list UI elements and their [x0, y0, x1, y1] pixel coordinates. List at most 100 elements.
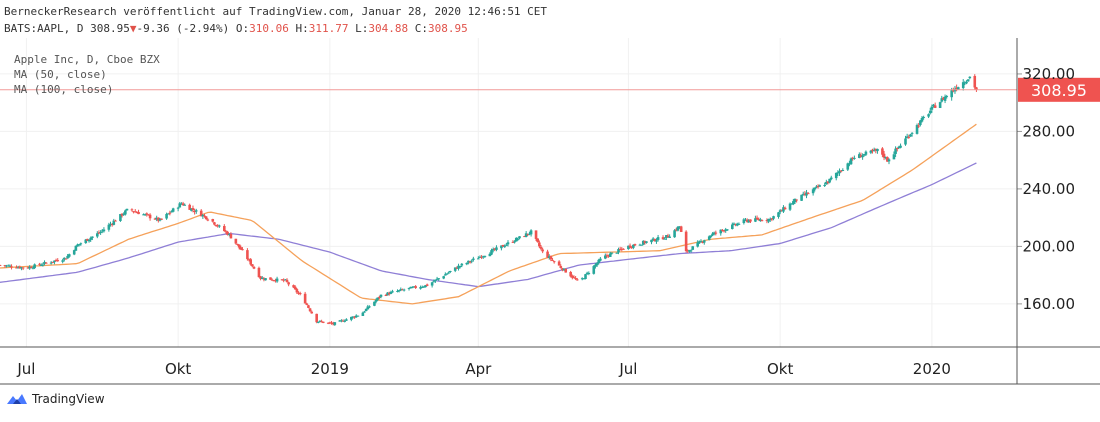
high-value: 311.77: [308, 22, 349, 35]
candlestick-series: [0, 74, 978, 326]
candle-body: [351, 316, 355, 318]
candle-body: [549, 256, 553, 260]
candle-body: [282, 279, 285, 281]
candle-body: [292, 285, 295, 288]
legend-ma100[interactable]: MA (100, close): [14, 83, 114, 96]
legend-instrument[interactable]: Apple Inc, D, Cboe BZX: [14, 53, 160, 66]
candle-body: [961, 82, 965, 89]
x-tick-label: Okt: [165, 360, 191, 378]
low-value: 304.88: [368, 22, 409, 35]
tradingview-logo-icon: [7, 394, 27, 404]
candle-body: [297, 292, 300, 294]
tradingview-brand[interactable]: TradingView: [6, 392, 105, 406]
low-label: L:: [355, 22, 369, 35]
candle-body: [20, 267, 23, 269]
candle-body: [160, 218, 163, 220]
candle-body: [145, 213, 149, 215]
candle-body: [72, 250, 76, 255]
candle-body: [102, 229, 106, 232]
candle-body: [63, 257, 66, 260]
candle-body: [183, 204, 187, 206]
candle-body: [112, 220, 116, 225]
candle-body: [401, 289, 404, 291]
candle-body: [825, 181, 828, 185]
candle-body: [839, 170, 843, 172]
candle-body: [783, 207, 787, 210]
candle-body: [87, 239, 91, 242]
candle-body: [711, 233, 714, 236]
candle-body: [79, 243, 83, 245]
candle-body: [39, 264, 43, 266]
candle-body: [501, 245, 505, 247]
candle-body: [874, 148, 878, 151]
candle-body: [516, 238, 520, 240]
candle-body: [460, 263, 464, 266]
open-label: O:: [235, 22, 250, 35]
candle-body: [285, 279, 289, 282]
candle-body: [801, 193, 805, 195]
candle-body: [445, 273, 449, 275]
candle-body: [153, 218, 157, 220]
candle-body: [437, 278, 441, 280]
candle-body: [338, 320, 342, 322]
candle-body: [223, 226, 226, 232]
chart-area[interactable]: 308.95 160.00 200.00 240.00 280.00 320.00 Jul…: [0, 38, 1100, 418]
candle-body: [755, 217, 759, 220]
candle-body: [666, 235, 670, 238]
candle-body: [872, 149, 876, 151]
candle-body: [719, 229, 723, 234]
candle-body: [734, 224, 737, 226]
candle-body: [193, 211, 196, 213]
candle-body: [455, 267, 459, 269]
candle-body: [841, 170, 845, 172]
candle-body: [691, 246, 695, 250]
price-chart-svg[interactable]: 308.95 160.00 200.00 240.00 280.00 320.00 Jul…: [0, 38, 1100, 418]
candle-body: [412, 286, 416, 288]
candle-body: [99, 232, 102, 234]
candle-body: [307, 305, 310, 308]
candle-body: [731, 224, 734, 230]
candle-body: [584, 274, 587, 279]
candle-body: [547, 256, 551, 258]
candle-body: [467, 260, 470, 263]
candle-body: [721, 229, 724, 231]
candle-body: [816, 186, 820, 188]
candle-body: [564, 268, 568, 273]
chart-legend: Apple Inc, D, Cboe BZX MA (50, close) MA…: [14, 52, 160, 97]
candle-body: [640, 244, 643, 246]
candle-body: [168, 212, 172, 214]
candle-body: [661, 237, 665, 240]
candle-body: [155, 217, 158, 220]
candle-body: [33, 264, 36, 269]
candle-body: [130, 209, 134, 211]
candle-body: [480, 256, 483, 258]
candle-body: [526, 233, 530, 235]
candle-body: [754, 218, 757, 222]
candle-body: [633, 244, 637, 246]
candle-body: [928, 110, 932, 114]
candle-body: [792, 201, 795, 205]
candle-body: [805, 192, 808, 196]
candle-body: [838, 171, 841, 174]
legend-ma50[interactable]: MA (50, close): [14, 68, 107, 81]
candle-body: [919, 120, 922, 125]
candle-body: [397, 290, 401, 292]
y-tick-label: 320.00: [1023, 65, 1076, 83]
candle-body: [0, 264, 2, 266]
candle-body: [407, 287, 411, 289]
candle-body: [668, 236, 671, 238]
candle-body: [663, 238, 666, 240]
y-tick-label: 240.00: [1023, 180, 1076, 198]
candle-body: [133, 211, 137, 213]
candle-body: [157, 217, 160, 221]
candle-body: [915, 125, 919, 134]
candle-body: [132, 211, 135, 213]
last-price-badge: [1018, 77, 1100, 102]
candle-body: [742, 219, 746, 224]
candle-body: [379, 294, 383, 297]
candle-body: [538, 242, 541, 247]
candle-body: [148, 214, 152, 219]
candle-body: [384, 294, 388, 296]
candle-body: [6, 265, 10, 267]
candle-body: [227, 233, 231, 235]
